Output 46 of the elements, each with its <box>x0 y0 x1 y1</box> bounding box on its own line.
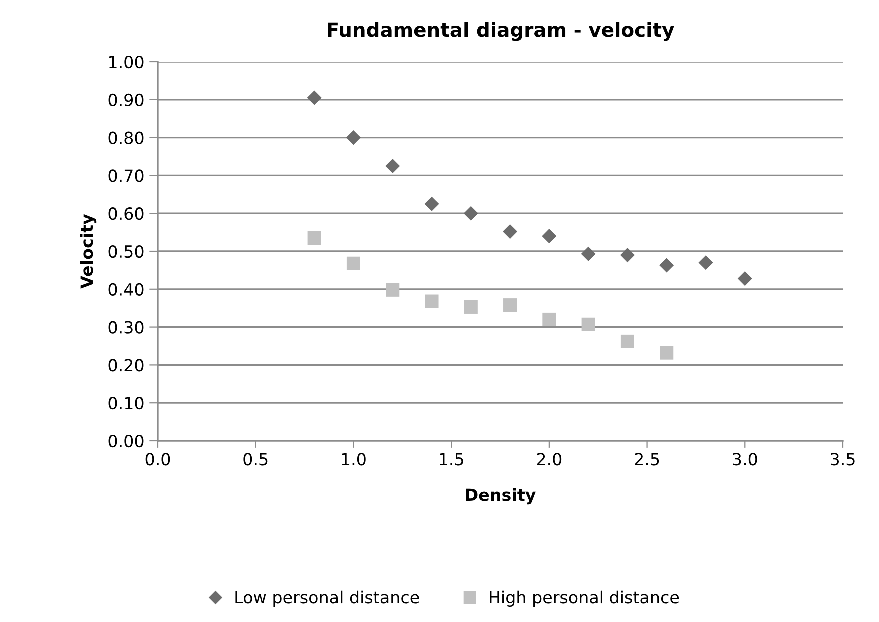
point <box>660 258 674 273</box>
point <box>346 130 361 146</box>
point <box>582 318 596 332</box>
point <box>542 229 557 244</box>
y-tick-label: 0.90 <box>108 94 144 106</box>
point <box>464 206 478 221</box>
legend-label: High personal distance <box>490 590 680 607</box>
y-axis-title: Velocity <box>80 214 97 289</box>
x-tick-label: 1.5 <box>440 453 464 466</box>
y-tick-label: 0.10 <box>108 397 144 410</box>
x-tick-label: 0.5 <box>244 453 268 466</box>
y-tick-label: 0.20 <box>108 359 144 372</box>
point <box>581 246 596 262</box>
y-tick-label: 0.80 <box>108 132 144 144</box>
point <box>307 90 322 106</box>
point <box>698 256 714 270</box>
chart-title: Fundamental diagram - velocity <box>328 22 674 42</box>
y-tick-label: 0.70 <box>108 170 144 182</box>
point <box>660 346 674 360</box>
point <box>386 283 400 297</box>
point <box>346 256 360 270</box>
legend-label: Low personal distance <box>236 590 420 607</box>
point <box>424 196 440 212</box>
x-tick-label: 3.0 <box>733 453 758 466</box>
x-tick-label: 2.5 <box>635 453 660 466</box>
y-tick-label: 0.50 <box>108 245 144 258</box>
point <box>738 272 752 286</box>
x-tick-label: 1.0 <box>342 453 366 466</box>
point <box>308 231 322 246</box>
y-tick-label: 0.30 <box>108 321 144 334</box>
point <box>464 300 478 314</box>
y-tick-label: 0.40 <box>108 283 144 296</box>
x-axis-title: Density <box>466 488 536 505</box>
point <box>542 312 556 326</box>
y-tick-label: 0.00 <box>108 434 144 448</box>
y-tick-label: 0.60 <box>108 208 144 220</box>
point <box>425 294 439 308</box>
point <box>504 298 518 312</box>
y-tick-label: 1.00 <box>110 56 144 69</box>
x-tick-label: 2.0 <box>537 453 562 466</box>
point <box>386 158 400 174</box>
point <box>620 334 634 348</box>
point <box>620 248 635 263</box>
x-tick-label: 3.5 <box>831 453 855 466</box>
point <box>503 224 518 240</box>
x-tick-label: 0.0 <box>146 453 170 466</box>
